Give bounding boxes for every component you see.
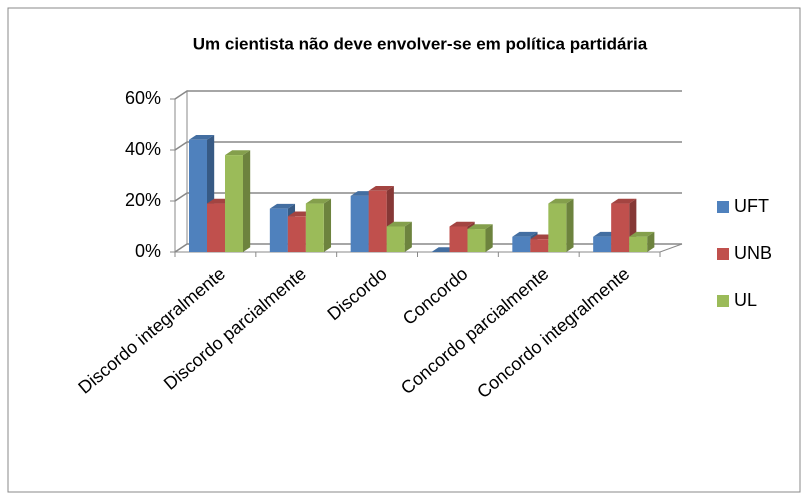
- bar-side: [243, 150, 251, 252]
- bar-top: [269, 203, 296, 209]
- bar: [449, 226, 468, 252]
- grid-line: [174, 90, 682, 100]
- bar-side: [323, 198, 332, 252]
- bar-side: [485, 224, 493, 252]
- legend-label: UFT: [734, 196, 769, 216]
- legend-label: UNB: [734, 243, 772, 263]
- bar: [530, 239, 549, 252]
- bar-top: [629, 231, 655, 237]
- bar-top: [368, 186, 394, 191]
- legend-swatch: [717, 248, 729, 260]
- bar: [386, 226, 405, 252]
- grid-line: [174, 192, 682, 202]
- chart-title: Um cientista não deve envolver-se em pol…: [193, 34, 648, 53]
- y-tick-label: 60%: [125, 88, 161, 108]
- bar: [368, 190, 387, 252]
- bar-top: [305, 198, 332, 204]
- y-tick-label: 0%: [135, 241, 161, 261]
- bar: [189, 139, 207, 252]
- bar-top: [548, 198, 574, 204]
- bar: [593, 236, 612, 252]
- bar: [548, 203, 567, 252]
- bar-top: [467, 224, 493, 230]
- bar-top: [225, 150, 251, 156]
- bar-top: [189, 135, 215, 140]
- bar-side: [404, 221, 412, 252]
- grid-line: [174, 141, 682, 151]
- bar: [269, 208, 288, 252]
- bar: [467, 229, 486, 252]
- y-tick-label: 20%: [125, 190, 161, 210]
- bar: [629, 236, 648, 252]
- bar-top: [512, 231, 538, 237]
- legend-label: UL: [734, 290, 757, 310]
- bar: [305, 203, 324, 252]
- legend-swatch: [717, 201, 729, 213]
- bar-top: [611, 198, 637, 204]
- bar-side: [647, 231, 655, 252]
- bar-side: [566, 198, 574, 252]
- bar-top: [386, 221, 412, 227]
- y-tick-label: 40%: [125, 139, 161, 159]
- bar: [611, 203, 630, 252]
- bar: [287, 216, 306, 252]
- bar: [225, 155, 243, 252]
- legend-swatch: [717, 295, 729, 307]
- bar: [512, 236, 531, 252]
- bar-top: [449, 221, 475, 227]
- bar: [350, 195, 369, 252]
- bar: [207, 203, 225, 252]
